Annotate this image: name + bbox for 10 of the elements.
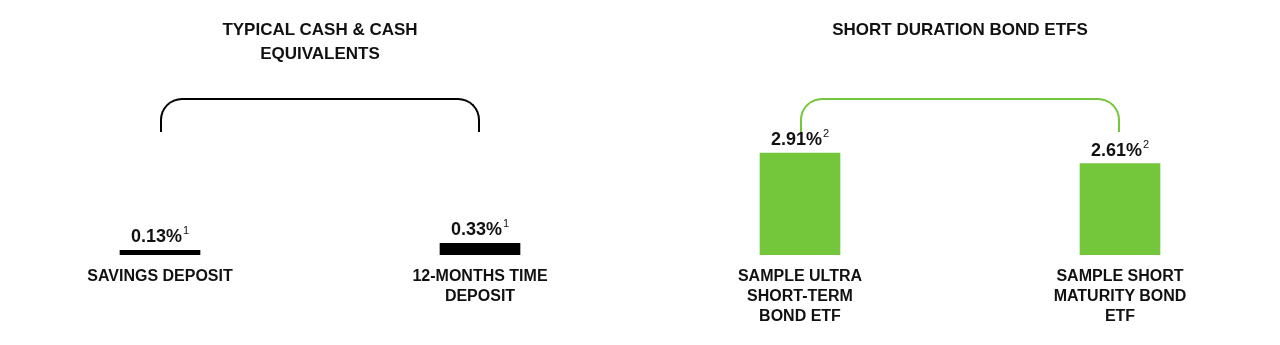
x-tick-label: 12-MONTHS TIME DEPOSIT <box>412 267 548 305</box>
x-tick-label: SAMPLE SHORT MATURITY BOND ETF <box>1053 267 1187 325</box>
bar <box>759 152 841 255</box>
bar <box>119 250 201 255</box>
bar <box>1079 163 1161 255</box>
bar <box>439 243 521 255</box>
text: SHORT DURATION BOND ETFS <box>831 19 1089 41</box>
text: TYPICAL CASH & CASH EQUIVALENTS <box>221 19 419 65</box>
x-tick-label: SAVINGS DEPOSIT <box>87 267 233 285</box>
x-tick-label: SAMPLE ULTRA SHORT-TERM BOND ETF <box>737 267 863 325</box>
